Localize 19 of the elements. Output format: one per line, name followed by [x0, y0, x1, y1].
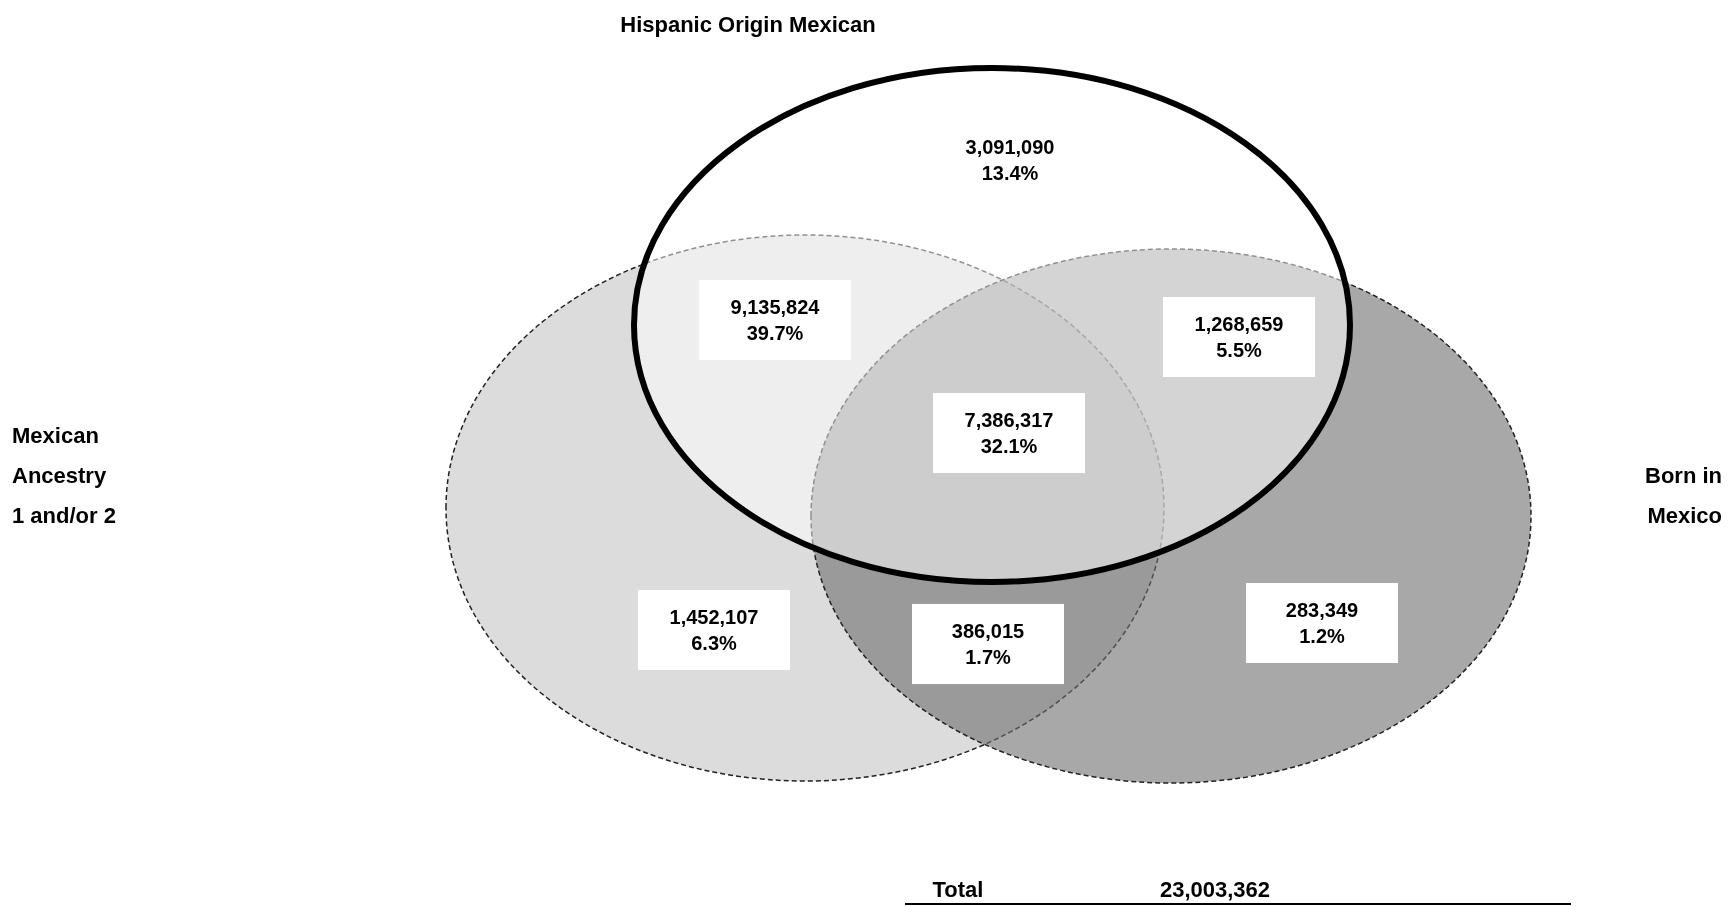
category-label: 7,386,317	[964, 409, 1054, 431]
text: Total	[932, 876, 984, 902]
text: Hispanic Origin Mexican	[620, 11, 876, 37]
category-label: 3,091,090	[965, 136, 1055, 158]
data-label: 39.7%	[746, 322, 804, 344]
text: Mexican Ancestry 1 and/or 2	[12, 422, 116, 528]
data-label: 13.4%	[981, 162, 1039, 184]
category-label: 386,015	[951, 620, 1025, 642]
category-label: 283,349	[1285, 599, 1359, 621]
data-label: 1.2%	[1299, 625, 1346, 647]
data-label: 1.7%	[965, 646, 1012, 668]
category-label: 9,135,824	[730, 296, 821, 318]
category-label: 1,452,107	[669, 606, 759, 628]
data-label: 6.3%	[691, 632, 738, 654]
data-label: 5.5%	[1216, 339, 1263, 361]
text: Born in Mexico	[1645, 462, 1722, 528]
category-label: 1,268,659	[1194, 313, 1284, 335]
text: 23,003,362	[1159, 876, 1271, 902]
data-label: 32.1%	[980, 435, 1038, 457]
